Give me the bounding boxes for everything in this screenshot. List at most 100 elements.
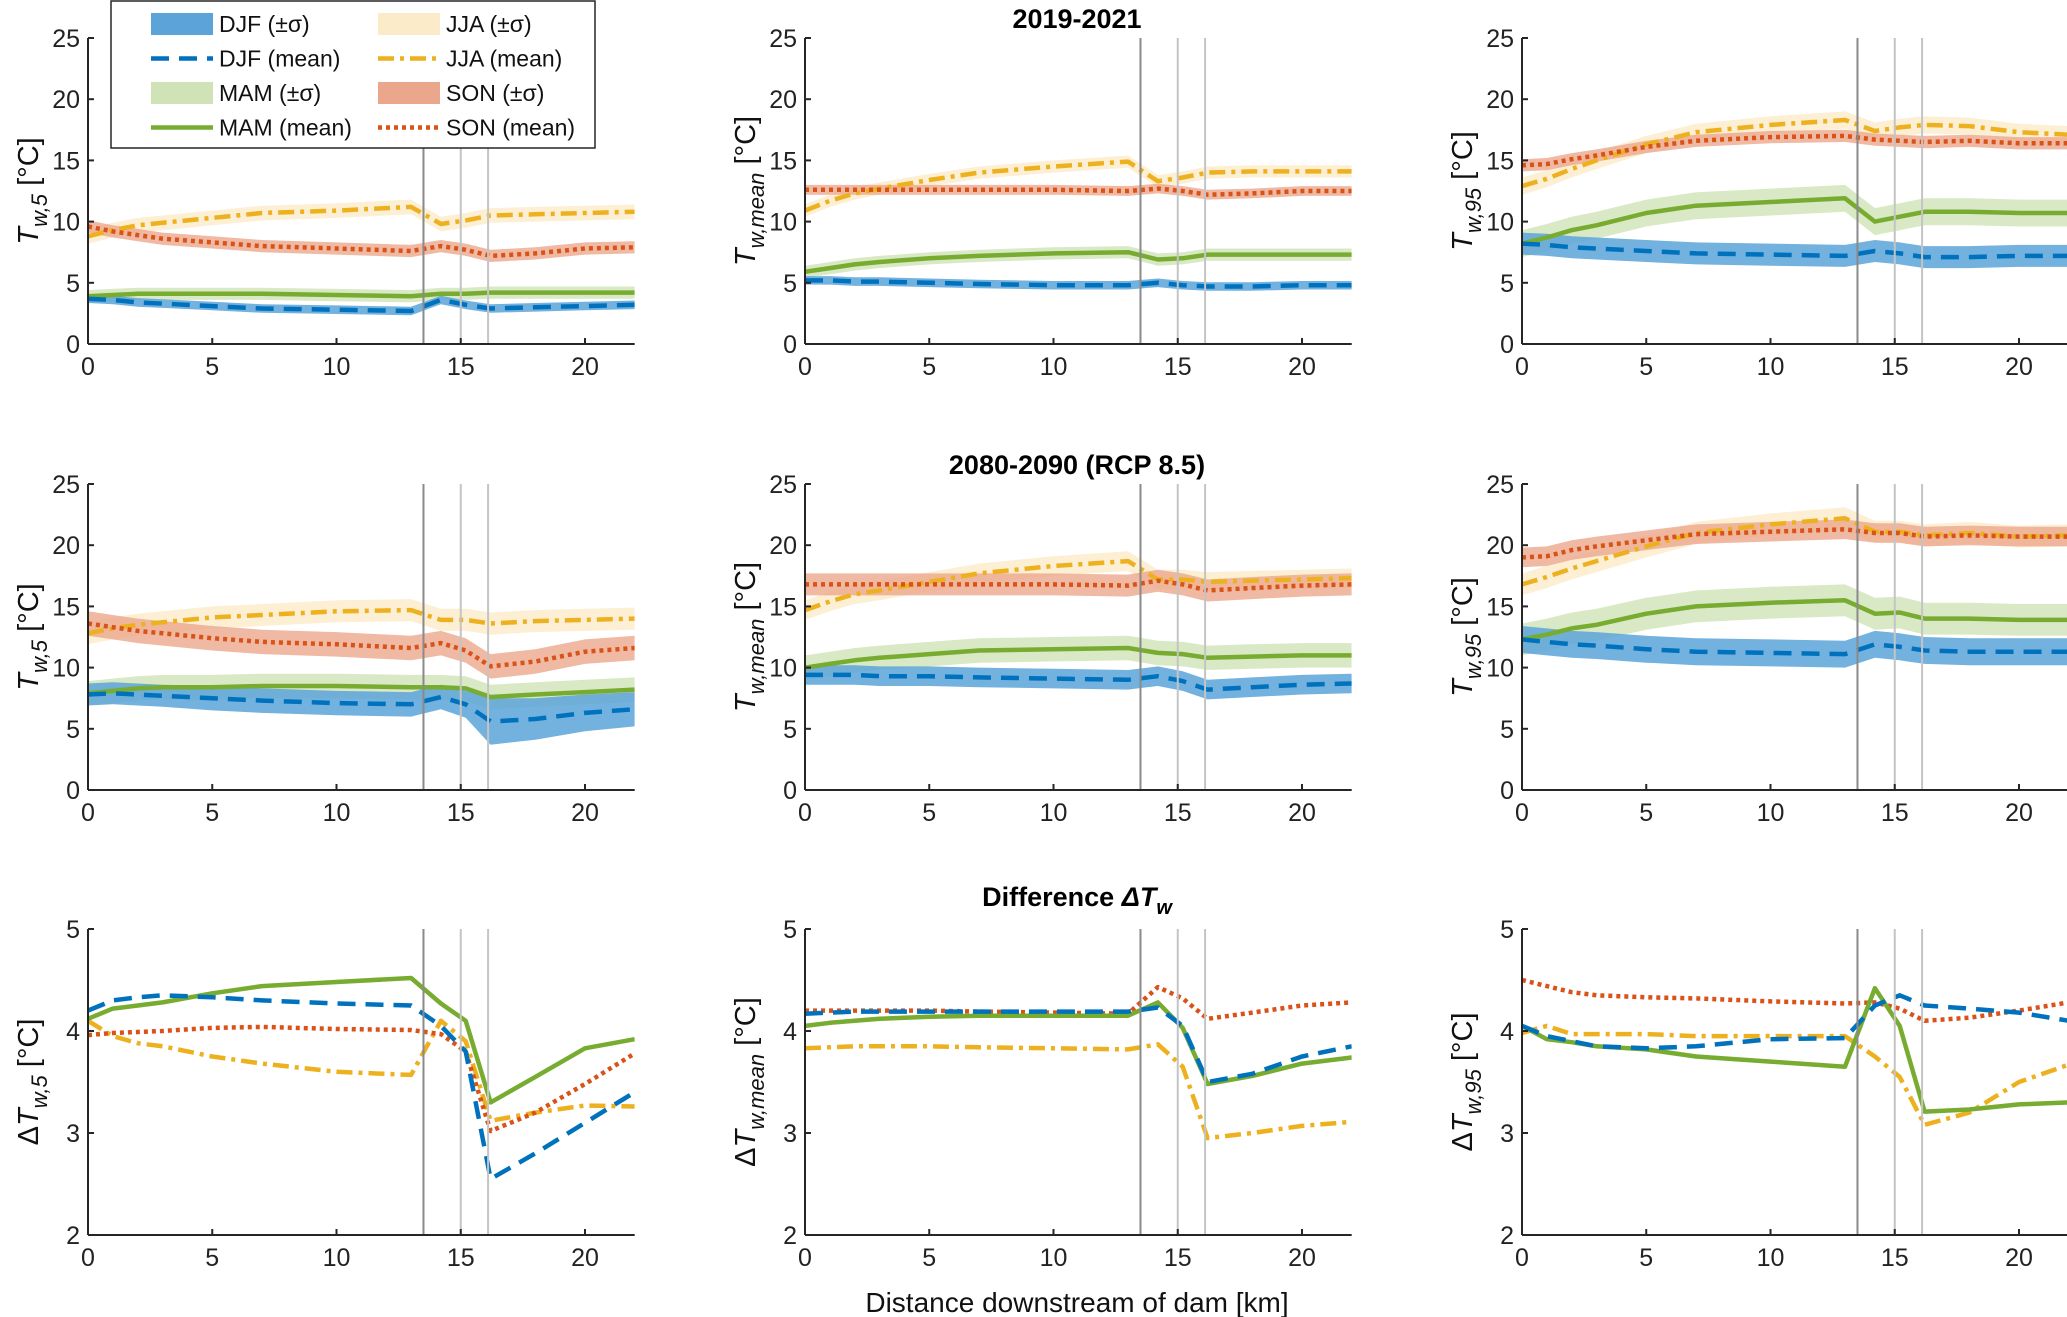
- legend-label: DJF (±σ): [219, 11, 310, 37]
- y-tick-label: 0: [1500, 777, 1514, 805]
- band-jja: [88, 599, 635, 645]
- y-tick-label: 10: [52, 655, 80, 683]
- line-mam-mean: [1522, 985, 2067, 1114]
- x-tick-label: 15: [1164, 799, 1192, 827]
- legend-item-mam-band: MAM (±σ): [151, 80, 321, 106]
- legend-label: SON (mean): [446, 115, 575, 141]
- line-son-mean: [88, 224, 635, 259]
- y-tick-label: 2: [783, 1222, 797, 1250]
- plot-area: [1522, 111, 2067, 269]
- y-label-main: T: [13, 1106, 45, 1126]
- y-label-main: T: [1447, 1112, 1479, 1132]
- x-tick-label: 15: [1881, 353, 1909, 381]
- x-tick-label: 20: [1288, 799, 1316, 827]
- x-tick-label: 5: [922, 353, 936, 381]
- y-tick-label: 0: [66, 777, 80, 805]
- legend-swatch: [151, 82, 213, 104]
- y-label-main: T: [1447, 231, 1479, 251]
- y-axis-label: ΔTw,mean [°C]: [730, 997, 769, 1167]
- y-tick-label: 2: [1500, 1222, 1514, 1250]
- y-axis-label: Tw,5 [°C]: [13, 583, 52, 690]
- panel-0: 0 5 10 15 20 0 5 10 15 20 25 Tw,5 [°C]: [13, 25, 635, 381]
- line-mam-mean: [805, 249, 1352, 275]
- band-djf: [805, 276, 1352, 291]
- panel-6: 0 5 10 15 20 2 3 4 5 ΔTw,5 [°C]: [13, 916, 635, 1272]
- x-tick-label: 10: [323, 799, 351, 827]
- x-tick-label: 20: [1288, 1244, 1316, 1272]
- line-djf-mean: [1522, 241, 2067, 260]
- y-tick-label: 5: [1500, 716, 1514, 744]
- y-label-prefix: Δ: [1447, 1132, 1479, 1151]
- y-label-unit: [°C]: [730, 997, 762, 1054]
- line-jja-mean: [88, 204, 635, 239]
- x-tick-label: 5: [1639, 1244, 1653, 1272]
- x-tick-label: 5: [922, 1244, 936, 1272]
- line-djf-mean: [88, 691, 635, 724]
- y-tick-label: 3: [66, 1120, 80, 1148]
- y-label-sub: w,5: [27, 193, 52, 227]
- y-label-main: T: [730, 692, 762, 712]
- line-mam-mean: [805, 645, 1352, 670]
- y-label-sub: w,mean: [744, 173, 769, 249]
- line-djf-mean: [805, 278, 1352, 289]
- line-jja-mean: [805, 558, 1352, 613]
- x-tick-label: 15: [447, 1244, 475, 1272]
- y-label-sub: w,mean: [744, 1054, 769, 1130]
- line-jja-mean: [1522, 1023, 2067, 1128]
- line-jja-mean: [805, 1042, 1352, 1141]
- legend-label: JJA (mean): [446, 46, 562, 72]
- line-djf-mean: [88, 993, 635, 1182]
- x-tick-label: 15: [447, 799, 475, 827]
- x-tick-label: 20: [1288, 353, 1316, 381]
- plot-area: [805, 984, 1352, 1141]
- y-label-prefix: Δ: [730, 1147, 762, 1166]
- title-difference: Difference ΔTw: [982, 882, 1173, 919]
- y-label-sub: w,95: [1461, 633, 1486, 679]
- x-tick-label: 20: [571, 1244, 599, 1272]
- legend-swatch: [151, 13, 213, 35]
- y-tick-label: 25: [1486, 25, 1514, 53]
- y-tick-label: 5: [783, 270, 797, 298]
- y-tick-label: 25: [52, 471, 80, 499]
- panel-1: 0 5 10 15 20 0 5 10 15 20 25 Tw,mean [°C]: [730, 25, 1352, 381]
- y-axis-label: Tw,mean [°C]: [730, 562, 769, 712]
- y-label-unit: [°C]: [1447, 577, 1479, 634]
- y-tick-label: 20: [769, 86, 797, 114]
- line-jja-mean: [88, 607, 635, 636]
- x-tick-label: 0: [81, 799, 95, 827]
- x-tick-label: 10: [1040, 799, 1068, 827]
- y-tick-label: 20: [52, 532, 80, 560]
- y-tick-label: 5: [66, 716, 80, 744]
- y-tick-label: 15: [769, 147, 797, 175]
- panel-3: 0 5 10 15 20 0 5 10 15 20 25 Tw,5 [°C]: [13, 471, 635, 827]
- y-label-main: T: [1447, 677, 1479, 697]
- y-label-main: T: [730, 246, 762, 266]
- legend-item-son-mean: SON (mean): [378, 115, 575, 141]
- y-label-unit: [°C]: [730, 562, 762, 619]
- x-axis-label: Distance downstream of dam [km]: [865, 1287, 1288, 1317]
- line-djf-mean: [805, 672, 1352, 692]
- x-tick-label: 15: [1881, 799, 1909, 827]
- x-tick-label: 20: [2005, 1244, 2033, 1272]
- y-axis-label: ΔTw,95 [°C]: [1447, 1012, 1486, 1151]
- title-2080-2090: 2080-2090 (RCP 8.5): [949, 450, 1205, 480]
- y-tick-label: 10: [1486, 209, 1514, 237]
- legend-label: MAM (mean): [219, 115, 352, 141]
- band-djf: [88, 294, 635, 316]
- y-tick-label: 25: [1486, 471, 1514, 499]
- y-tick-label: 5: [783, 916, 797, 944]
- y-label-sub: w,95: [1461, 187, 1486, 233]
- x-tick-label: 0: [1515, 1244, 1529, 1272]
- x-tick-label: 10: [323, 1244, 351, 1272]
- x-tick-label: 0: [81, 353, 95, 381]
- y-label-sub: w,5: [27, 1075, 52, 1109]
- y-axis-label: Tw,95 [°C]: [1447, 577, 1486, 697]
- band-djf: [88, 682, 635, 745]
- x-tick-label: 5: [1639, 353, 1653, 381]
- plot-area: [88, 975, 635, 1182]
- x-tick-label: 0: [81, 1244, 95, 1272]
- y-tick-label: 10: [769, 655, 797, 683]
- x-tick-label: 10: [1040, 353, 1068, 381]
- band-djf: [805, 665, 1352, 700]
